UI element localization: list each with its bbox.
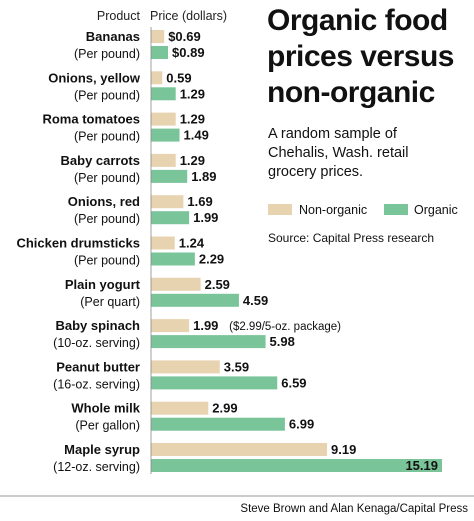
title-line-1: Organic food <box>267 4 448 37</box>
product-unit-maple-syrup: (12-oz. serving) <box>53 460 140 474</box>
value-label-non-organic-onions-yellow: 0.59 <box>166 70 191 85</box>
product-unit-whole-milk: (Per gallon) <box>75 419 140 433</box>
bar-organic-onions-red <box>151 211 190 225</box>
legend-label-non-organic: Non-organic <box>299 203 367 217</box>
bar-organic-onions-yellow <box>151 87 176 101</box>
bar-non-organic-chicken-drumsticks <box>151 236 175 250</box>
bar-non-organic-baby-carrots <box>151 153 176 167</box>
product-name-peanut-butter: Peanut butter <box>56 359 140 374</box>
value-label-organic-maple-syrup: 15.19 <box>405 458 438 473</box>
product-name-whole-milk: Whole milk <box>71 401 140 416</box>
credit-line: Steve Brown and Alan Kenaga/Capital Pres… <box>240 503 468 515</box>
value-label-organic-baby-spinach: 5.98 <box>270 334 295 349</box>
value-label-organic-chicken-drumsticks: 2.29 <box>199 252 224 267</box>
value-label-organic-bananas: $0.89 <box>172 45 205 60</box>
value-label-non-organic-baby-carrots: 1.29 <box>180 153 205 168</box>
bar-non-organic-maple-syrup <box>151 443 328 456</box>
subtitle-line-1: A random sample of <box>268 126 398 142</box>
subtitle-line-2: Chehalis, Wash. retail <box>268 145 409 161</box>
bar-non-organic-whole-milk <box>151 401 209 415</box>
product-unit-onions-yellow: (Per pound) <box>74 88 140 102</box>
product-name-onions-red: Onions, red <box>68 194 140 209</box>
value-label-non-organic-bananas: $0.69 <box>168 29 201 44</box>
product-name-plain-yogurt: Plain yogurt <box>65 277 141 292</box>
bar-organic-maple-syrup <box>151 459 442 472</box>
value-label-non-organic-chicken-drumsticks: 1.24 <box>179 236 205 251</box>
annotation-baby-spinach: ($2.99/5-oz. package) <box>229 321 341 333</box>
product-unit-chicken-drumsticks: (Per pound) <box>74 254 140 268</box>
bars-layer: Bananas (Per pound) $0.69$0.89 Onions, yell… <box>16 27 442 474</box>
source-note: Source: Capital Press research <box>268 231 434 245</box>
value-label-non-organic-maple-syrup: 9.19 <box>331 442 356 457</box>
legend-label-organic: Organic <box>414 203 458 217</box>
bar-organic-chicken-drumsticks <box>151 252 195 266</box>
value-label-organic-baby-carrots: 1.89 <box>191 169 216 184</box>
product-name-chicken-drumsticks: Chicken drumsticks <box>16 236 140 251</box>
bar-non-organic-onions-yellow <box>151 71 163 85</box>
product-unit-peanut-butter: (16-oz. serving) <box>53 377 140 391</box>
value-label-non-organic-whole-milk: 2.99 <box>212 401 237 416</box>
value-label-organic-onions-yellow: 1.29 <box>180 86 205 101</box>
value-label-organic-plain-yogurt: 4.59 <box>243 293 268 308</box>
product-name-onions-yellow: Onions, yellow <box>48 70 141 85</box>
value-label-non-organic-peanut-butter: 3.59 <box>224 359 249 374</box>
bar-organic-plain-yogurt <box>151 293 239 307</box>
value-label-organic-onions-red: 1.99 <box>193 210 218 225</box>
product-unit-roma-tomatoes: (Per pound) <box>74 130 140 144</box>
value-label-organic-whole-milk: 6.99 <box>289 417 314 432</box>
bar-non-organic-peanut-butter <box>151 360 220 374</box>
product-unit-baby-spinach: (10-oz. serving) <box>53 336 140 350</box>
value-label-non-organic-baby-spinach: 1.99 <box>193 318 218 333</box>
legend-swatch-organic <box>384 204 408 215</box>
product-unit-onions-red: (Per pound) <box>74 212 140 226</box>
bar-organic-bananas <box>151 46 169 59</box>
title-line-3: non-organic <box>267 76 435 109</box>
value-label-organic-peanut-butter: 6.59 <box>281 375 306 390</box>
title-block: Organic food prices versus non-organic <box>267 4 454 109</box>
title-line-2: prices versus <box>267 40 454 73</box>
value-label-non-organic-roma-tomatoes: 1.29 <box>180 112 205 127</box>
product-unit-baby-carrots: (Per pound) <box>74 171 140 185</box>
product-column-header: Product <box>97 9 141 23</box>
subtitle-block: A random sample of Chehalis, Wash. retai… <box>268 126 409 180</box>
product-name-baby-carrots: Baby carrots <box>61 153 140 168</box>
price-column-header: Price (dollars) <box>150 9 227 23</box>
bar-non-organic-baby-spinach <box>151 319 190 333</box>
bar-organic-peanut-butter <box>151 376 278 390</box>
bar-organic-whole-milk <box>151 417 285 431</box>
value-label-non-organic-plain-yogurt: 2.59 <box>205 277 230 292</box>
legend: Non-organic Organic <box>268 203 458 217</box>
product-name-baby-spinach: Baby spinach <box>55 318 140 333</box>
product-name-roma-tomatoes: Roma tomatoes <box>42 112 140 127</box>
product-name-maple-syrup: Maple syrup <box>64 442 140 457</box>
value-label-organic-roma-tomatoes: 1.49 <box>184 128 209 143</box>
bar-organic-baby-spinach <box>151 335 266 349</box>
legend-swatch-non-organic <box>268 204 292 215</box>
bar-non-organic-bananas <box>151 30 165 43</box>
bar-non-organic-roma-tomatoes <box>151 112 176 126</box>
bar-non-organic-plain-yogurt <box>151 277 201 291</box>
bar-non-organic-onions-red <box>151 195 184 209</box>
bar-organic-baby-carrots <box>151 169 188 183</box>
product-unit-plain-yogurt: (Per quart) <box>80 295 140 309</box>
value-label-non-organic-onions-red: 1.69 <box>187 194 212 209</box>
product-unit-bananas: (Per pound) <box>74 47 140 61</box>
subtitle-line-3: grocery prices. <box>268 164 363 180</box>
bar-organic-roma-tomatoes <box>151 128 180 142</box>
product-name-bananas: Bananas <box>86 29 140 44</box>
